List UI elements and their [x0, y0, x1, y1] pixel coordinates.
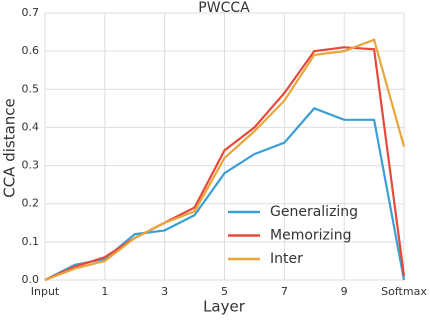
legend-label: Memorizing [270, 228, 352, 244]
y-tick-label: 0.0 [22, 273, 40, 286]
series-line [44, 107, 406, 281]
y-tick-label: 0.6 [22, 44, 40, 57]
x-tick-label: Softmax [381, 285, 427, 298]
y-tick-label: 0.7 [22, 6, 40, 19]
legend-label: Generalizing [270, 204, 358, 220]
x-tick-label: 1 [101, 285, 108, 298]
y-axis-label: CCA distance [1, 98, 19, 198]
y-tick-label: 0.3 [22, 159, 40, 172]
legend-label: Inter [270, 251, 303, 267]
y-tick-label: 0.2 [22, 197, 40, 210]
x-tick-label: 5 [221, 285, 228, 298]
series-line [44, 38, 406, 282]
x-axis-label: Layer [203, 298, 246, 316]
x-tick-label: 9 [341, 285, 348, 298]
x-tick-label: Input [31, 285, 60, 298]
y-tick-label: 0.4 [22, 120, 40, 133]
x-tick-label: 3 [161, 285, 168, 298]
y-tick-label: 0.5 [22, 82, 40, 95]
series-line [44, 46, 406, 282]
y-tick-label: 0.1 [22, 235, 40, 248]
x-tick-label: 7 [281, 285, 288, 298]
chart-title: PWCCA [198, 0, 250, 16]
